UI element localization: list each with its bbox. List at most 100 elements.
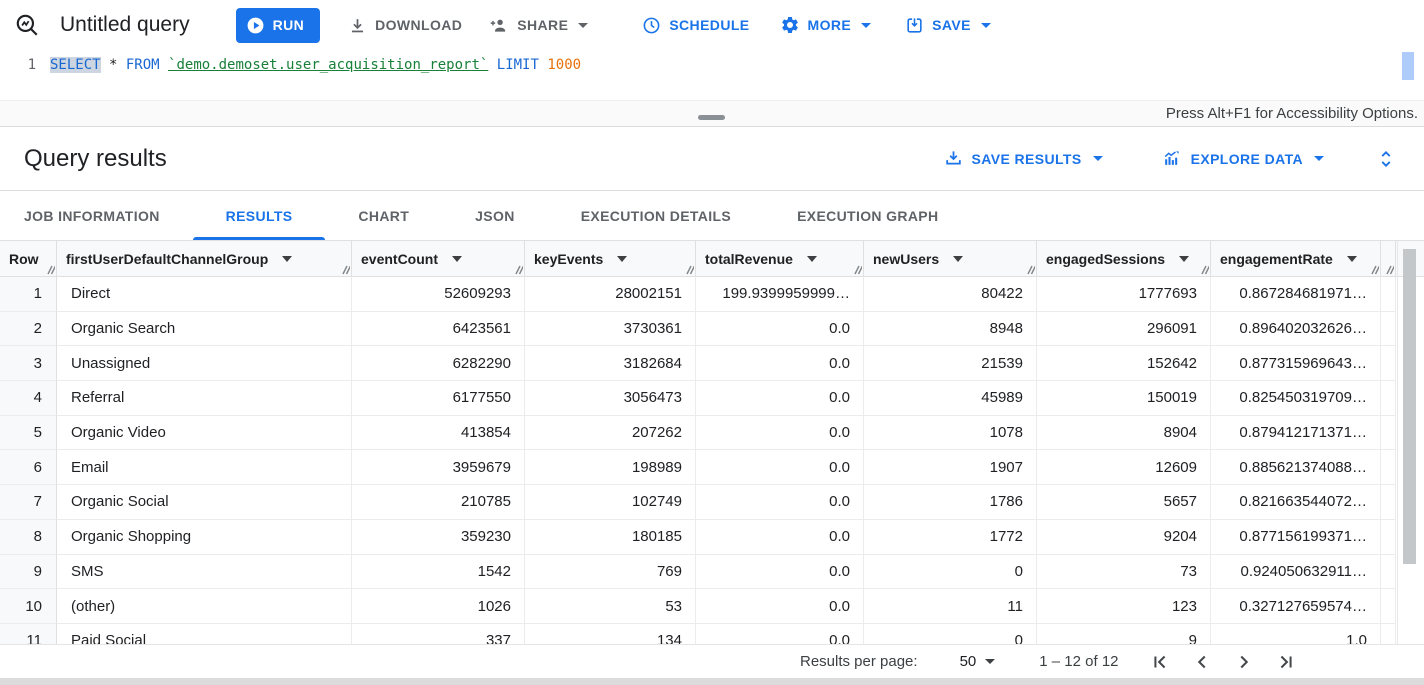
splitter-drag-handle[interactable] — [698, 115, 725, 120]
first-page-button[interactable] — [1147, 649, 1173, 675]
table-cell: 359230 — [352, 519, 525, 555]
chevron-left-icon — [1197, 655, 1205, 668]
column-resize-handle[interactable] — [1024, 264, 1035, 275]
column-header-keyevents[interactable]: keyEvents — [525, 241, 696, 276]
expand-collapse-button[interactable] — [1376, 148, 1396, 170]
table-cell: 11 — [864, 589, 1037, 624]
table-cell: 0.896402032626… — [1211, 311, 1381, 347]
table-cell: Referral — [57, 381, 352, 416]
column-header-label: keyEvents — [534, 250, 604, 267]
table-header-row: Row firstUserDefaultChannelGroup eventCoun… — [0, 241, 1424, 277]
tab-job-information[interactable]: JOB INFORMATION — [24, 191, 193, 240]
column-header-engagedsessions[interactable]: engagedSessions — [1037, 241, 1211, 276]
table-cell: 152642 — [1037, 346, 1211, 382]
tab-chart[interactable]: CHART — [325, 191, 442, 240]
sql-editor[interactable]: 1 SELECT * FROM `demo.demoset.user_acqui… — [0, 50, 1424, 100]
explore-data-button[interactable]: EXPLORE DATA — [1161, 149, 1324, 168]
editor-vertical-scrollbar[interactable] — [1402, 52, 1414, 80]
unfold-icon — [1381, 150, 1391, 167]
save-icon — [907, 17, 922, 33]
filler-cell — [1381, 277, 1396, 312]
results-tab-bar: JOB INFORMATION RESULTS CHART JSON EXECU… — [0, 191, 1424, 241]
column-resize-handle[interactable] — [851, 264, 862, 275]
page-title: Untitled query — [60, 13, 190, 36]
tab-json[interactable]: JSON — [442, 191, 548, 240]
column-menu-caret-icon[interactable] — [953, 255, 964, 262]
row-number-cell: 10 — [0, 589, 57, 624]
filler-cell — [1381, 311, 1396, 347]
run-button[interactable]: RUN — [235, 7, 321, 43]
sql-table-reference[interactable]: `demo.demoset.user_acquisition_report` — [168, 57, 489, 73]
download-button[interactable]: DOWNLOAD — [348, 16, 462, 35]
table-cell: Organic Social — [57, 485, 352, 520]
table-cell: Organic Search — [57, 311, 352, 347]
filler-cell — [1381, 519, 1396, 555]
share-button[interactable]: SHARE — [488, 16, 589, 35]
table-row: 5 Organic Video 413854 207262 0.0 1078 8904 0.8… — [0, 415, 1424, 451]
table-body: 1 Direct 52609293 28002151 199.9399959999… 80… — [0, 277, 1424, 644]
query-results-title: Query results — [24, 144, 167, 172]
table-cell: 53 — [525, 589, 696, 624]
table-cell: 0.0 — [696, 381, 864, 416]
column-header-label: totalRevenue — [705, 250, 793, 267]
sql-code-line[interactable]: SELECT * FROM `demo.demoset.user_acquisi… — [50, 50, 581, 100]
table-cell: Organic Shopping — [57, 519, 352, 555]
table-row: 10 (other) 1026 53 0.0 11 123 0.327127659574… — [0, 589, 1424, 624]
column-header-filler — [1381, 241, 1396, 276]
next-page-button[interactable] — [1231, 649, 1257, 675]
table-row: 8 Organic Shopping 359230 180185 0.0 1772 9204… — [0, 519, 1424, 555]
column-menu-caret-icon[interactable] — [617, 255, 628, 262]
table-cell: 3056473 — [525, 381, 696, 416]
column-resize-handle[interactable] — [1383, 264, 1394, 275]
tab-execution-details[interactable]: EXECUTION DETAILS — [548, 191, 764, 240]
column-resize-handle[interactable] — [44, 264, 55, 275]
table-cell: 9 — [1037, 623, 1211, 644]
save-button[interactable]: SAVE — [905, 16, 991, 35]
table-cell: 0.0 — [696, 519, 864, 555]
table-cell: 207262 — [525, 415, 696, 451]
tab-execution-graph[interactable]: EXECUTION GRAPH — [764, 191, 971, 240]
column-resize-handle[interactable] — [1198, 264, 1209, 275]
table-cell: 6282290 — [352, 346, 525, 382]
column-menu-caret-icon[interactable] — [1179, 255, 1190, 262]
column-resize-handle[interactable] — [512, 264, 523, 275]
tab-results[interactable]: RESULTS — [192, 191, 326, 240]
table-cell: 337 — [352, 623, 525, 644]
table-cell: 0.0 — [696, 623, 864, 644]
column-resize-handle[interactable] — [339, 264, 350, 275]
table-cell: 45989 — [864, 381, 1037, 416]
save-results-button[interactable]: SAVE RESULTS — [944, 149, 1103, 168]
last-page-button[interactable] — [1273, 649, 1299, 675]
more-button[interactable]: MORE — [780, 15, 872, 35]
schedule-button[interactable]: SCHEDULE — [642, 16, 749, 35]
table-cell: 1542 — [352, 554, 525, 590]
column-resize-handle[interactable] — [683, 264, 694, 275]
table-cell: Organic Video — [57, 415, 352, 451]
column-menu-caret-icon[interactable] — [1346, 255, 1357, 262]
filler-cell — [1381, 381, 1396, 416]
page-size-select[interactable]: 50 — [960, 653, 996, 670]
column-header-row[interactable]: Row — [0, 241, 57, 276]
column-header-totalrevenue[interactable]: totalRevenue — [696, 241, 864, 276]
table-cell: 0.879412171371… — [1211, 415, 1381, 451]
table-cell: 210785 — [352, 485, 525, 520]
column-header-eventcount[interactable]: eventCount — [352, 241, 525, 276]
table-cell: 1026 — [352, 589, 525, 624]
column-menu-caret-icon[interactable] — [452, 255, 462, 262]
accessibility-hint: Press Alt+F1 for Accessibility Options. — [1165, 105, 1418, 122]
previous-page-button[interactable] — [1189, 649, 1215, 675]
table-vertical-scrollbar[interactable] — [1403, 249, 1416, 564]
column-menu-caret-icon[interactable] — [806, 255, 817, 262]
table-cell: 0.0 — [696, 415, 864, 451]
filler-cell — [1381, 415, 1396, 451]
table-cell: 199.9399959999… — [696, 277, 864, 312]
column-resize-handle[interactable] — [1368, 264, 1379, 275]
column-header-firstuserdefaultchannelgroup[interactable]: firstUserDefaultChannelGroup — [57, 241, 352, 276]
table-row: 6 Email 3959679 198989 0.0 1907 12609 0.8856213… — [0, 450, 1424, 486]
table-row: 11 Paid Social 337 134 0.0 0 9 1.0 — [0, 623, 1424, 644]
column-header-label: newUsers — [873, 250, 940, 267]
column-menu-caret-icon[interactable] — [282, 255, 293, 262]
table-row: 9 SMS 1542 769 0.0 0 73 0.924050632911… — [0, 554, 1424, 590]
column-header-newusers[interactable]: newUsers — [864, 241, 1037, 276]
column-header-engagementrate[interactable]: engagementRate — [1211, 241, 1381, 276]
